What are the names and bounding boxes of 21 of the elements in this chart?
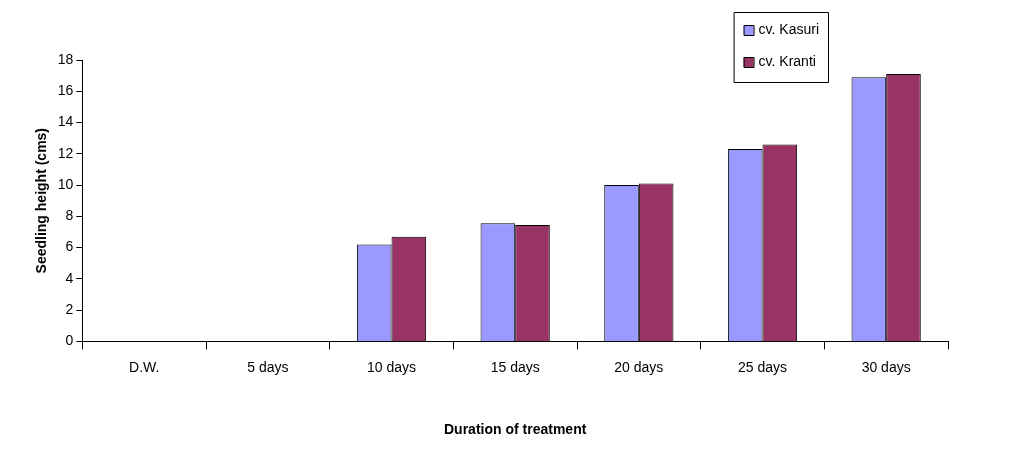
y-tick-label: 0: [65, 332, 74, 349]
x-tick-label: D.W.: [129, 358, 160, 375]
y-tick-label: 12: [57, 144, 74, 161]
y-tick-label: 18: [57, 50, 74, 67]
y-axis-title: Seedling height (cms): [33, 127, 50, 274]
x-tick-label: 20 days: [614, 358, 664, 375]
y-tick-label: 14: [57, 113, 74, 130]
x-tick-label: 25 days: [737, 358, 788, 375]
y-tick-label: 4: [65, 269, 74, 286]
y-tick-label: 16: [57, 82, 74, 99]
x-tick-label: 5 days: [247, 358, 289, 375]
y-tick-label: 2: [65, 300, 74, 317]
y-tick-label: 8: [65, 207, 74, 224]
x-tick-label: 30 days: [861, 358, 911, 375]
x-tick-label: 10 days: [367, 358, 417, 375]
x-axis-title: Duration of treatment: [444, 421, 587, 438]
y-tick-label: 6: [65, 238, 74, 255]
y-tick-label: 10: [57, 175, 74, 192]
legend-label: cv. Kranti: [758, 52, 816, 69]
legend-label: cv. Kasuri: [758, 20, 820, 37]
x-tick-label: 15 days: [490, 358, 540, 375]
